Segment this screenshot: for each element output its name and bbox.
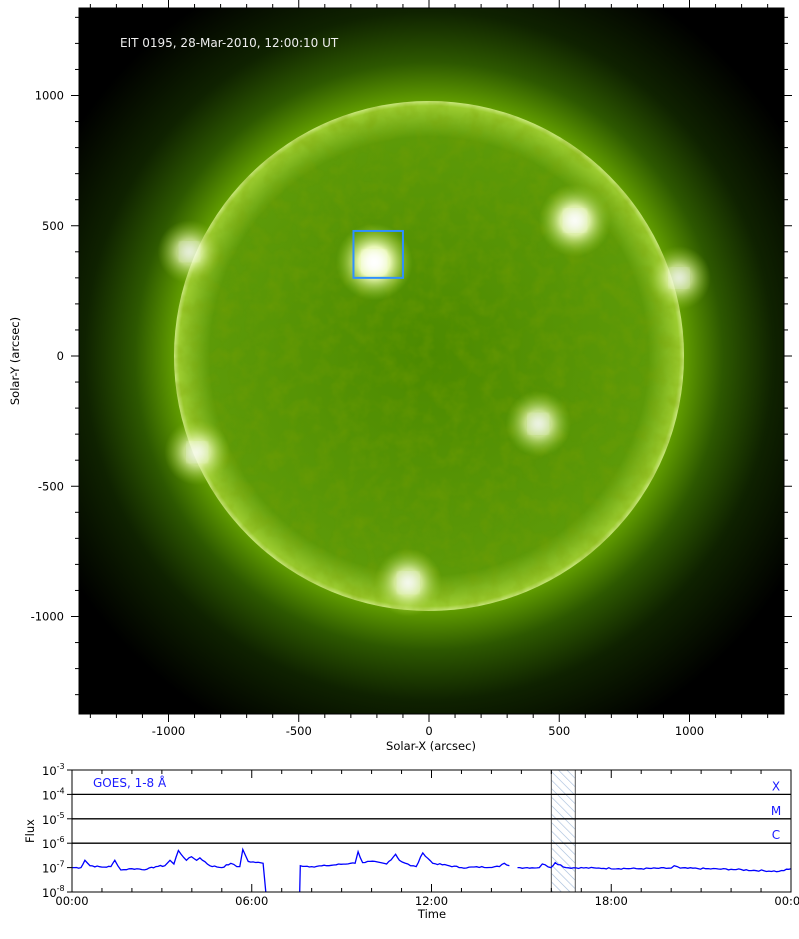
flux-tick-label: 10-6 — [42, 835, 65, 851]
x-tick-label: -1000 — [152, 724, 185, 738]
class-label: C — [772, 828, 780, 842]
time-tick-label: 06:00 — [235, 894, 268, 908]
y-tick-label: -1000 — [31, 610, 64, 624]
highlight-box — [352, 229, 404, 279]
y-tick-labels: 1000 500 0 -500 -1000 — [31, 89, 64, 624]
goes-x-axis-label: Time — [417, 907, 446, 921]
bright-region-core — [670, 268, 688, 287]
bright-region-core — [398, 573, 418, 593]
time-tick-label: 00:00 — [55, 894, 88, 908]
x-tick-label: 1000 — [675, 724, 704, 738]
image-frame — [78, 7, 785, 715]
flux-tick-label: 10-5 — [42, 811, 65, 827]
goes-flux-line — [72, 847, 267, 892]
disk-texture — [174, 101, 684, 611]
flux-tick-label: 10-7 — [42, 860, 65, 876]
highlight-interval — [550, 769, 576, 893]
flux-tick-exp: -3 — [57, 762, 65, 771]
time-tick-label: 00:00 — [774, 894, 799, 908]
goes-frame — [71, 769, 792, 893]
bright-region-core — [363, 251, 386, 274]
y-axis-label: Solar-Y (arcsec) — [8, 317, 22, 405]
x-tick-label: 500 — [548, 724, 570, 738]
x-tick-labels: -1000 -500 0 500 1000 — [152, 724, 704, 738]
goes-y-axis-label: Flux — [23, 819, 37, 843]
x-tick-label: -500 — [286, 724, 312, 738]
goes-flux-line — [517, 861, 791, 873]
goes-flux-line — [299, 849, 510, 892]
flux-tick-base: 10 — [42, 862, 57, 876]
class-label: X — [772, 779, 780, 793]
y-tick-label: 1000 — [35, 89, 64, 103]
flux-tick-label: 10-8 — [42, 884, 65, 900]
flux-tick-exp: -7 — [57, 860, 65, 869]
flux-tick-base: 10 — [42, 886, 57, 900]
image-axis-ticks — [71, 0, 792, 722]
time-tick-label: 12:00 — [415, 894, 448, 908]
x-tick-label: 0 — [425, 724, 432, 738]
bright-region-core — [180, 242, 199, 261]
flux-tick-exp: -5 — [57, 811, 65, 820]
y-tick-label: 500 — [42, 219, 64, 233]
class-label: M — [771, 804, 781, 818]
legend-label: GOES, 1-8 Å — [93, 775, 167, 790]
flux-tick-base: 10 — [42, 788, 57, 802]
flux-tick-base: 10 — [42, 813, 57, 827]
flux-tick-base: 10 — [42, 837, 57, 851]
flux-tick-label: 10-4 — [42, 786, 65, 802]
y-tick-label: -500 — [38, 479, 64, 493]
image-title: EIT 0195, 28-Mar-2010, 12:00:10 UT — [120, 36, 339, 50]
bright-region-core — [529, 414, 548, 433]
y-tick-label: 0 — [57, 349, 64, 363]
x-axis-label: Solar-X (arcsec) — [386, 739, 476, 753]
flux-tick-exp: -6 — [57, 835, 65, 844]
flux-tick-base: 10 — [42, 764, 57, 778]
flux-tick-label: 10-3 — [42, 762, 65, 778]
bright-region-core — [564, 210, 586, 231]
flux-tick-exp: -8 — [57, 884, 65, 893]
solar-image-panel: EIT 0195, 28-Mar-2010, 12:00:10 UT — [79, 8, 784, 714]
bright-region-core — [187, 443, 207, 462]
flux-tick-exp: -4 — [57, 786, 65, 795]
time-tick-label: 18:00 — [595, 894, 628, 908]
